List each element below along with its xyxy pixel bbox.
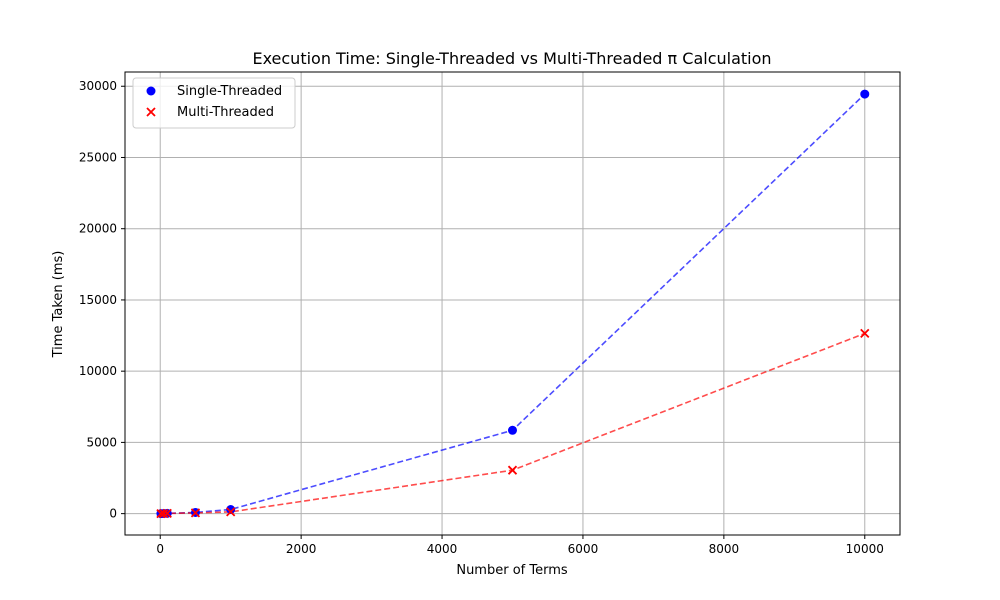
x-axis-label: Number of Terms <box>456 563 568 578</box>
y-tick-label: 25000 <box>79 150 117 164</box>
grid <box>125 72 900 535</box>
chart-title: Execution Time: Single-Threaded vs Multi… <box>252 49 771 68</box>
y-tick-label: 5000 <box>86 435 117 449</box>
y-tick-label: 15000 <box>79 293 117 307</box>
y-tick-label: 20000 <box>79 222 117 236</box>
single-threaded-point <box>508 425 517 435</box>
y-tick-label: 0 <box>109 507 117 521</box>
axis-ticks: 0 2000 4000 6000 8000 10000 0 5000 10000 15000 200… <box>79 79 884 556</box>
y-tick-label: 30000 <box>79 79 117 93</box>
x-tick-label: 10000 <box>846 542 884 556</box>
x-tick-label: 2000 <box>286 542 317 556</box>
legend: Single-Threaded Multi-Threaded <box>132 77 296 129</box>
legend-multi-threaded-label: Multi-Threaded <box>177 105 274 120</box>
x-tick-label: 8000 <box>709 542 740 556</box>
y-axis-label: Time Taken (ms) <box>51 251 66 359</box>
plot-series <box>156 89 870 519</box>
x-tick-label: 4000 <box>427 542 458 556</box>
single-threaded-point <box>860 89 870 99</box>
multi-threaded-point <box>190 508 201 518</box>
y-tick-label: 10000 <box>79 364 117 378</box>
legend-single-threaded-label: Single-Threaded <box>177 84 282 99</box>
plot-frame <box>124 71 901 536</box>
legend-multi-threaded-marker <box>146 107 156 117</box>
single-threaded-point <box>226 504 236 514</box>
multi-threaded-point <box>860 328 870 339</box>
multi-threaded-point <box>162 508 172 519</box>
x-tick-label: 0 <box>156 542 164 556</box>
legend-single-threaded-marker <box>146 86 156 96</box>
legend-box <box>132 77 296 129</box>
multi-threaded-point <box>159 508 169 519</box>
x-tick-label: 6000 <box>568 542 599 556</box>
multi-threaded-point <box>507 465 518 475</box>
multi-threaded-point <box>226 507 236 517</box>
